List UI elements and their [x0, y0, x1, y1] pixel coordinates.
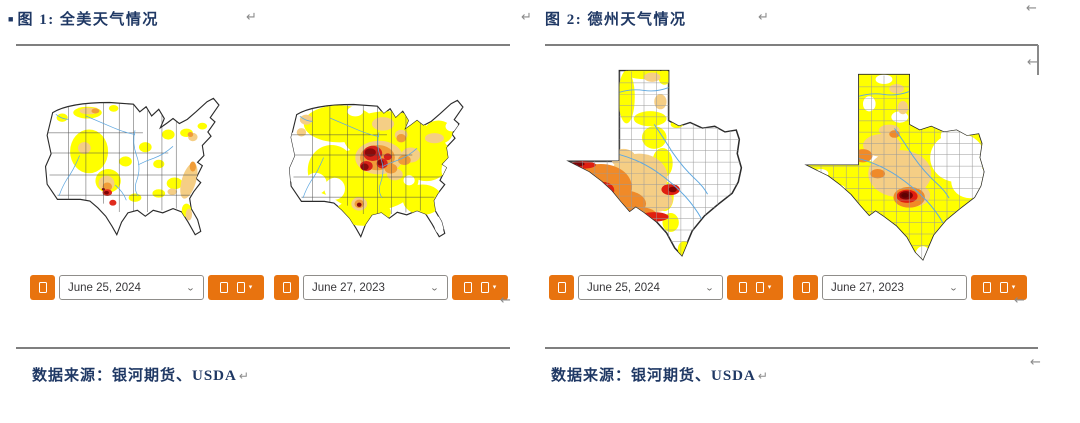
calendar-icon [557, 282, 566, 293]
figure2-title-text: 图 2: 德州天气情况 [545, 12, 687, 28]
us-drought-map-2024 [40, 84, 234, 244]
linebreak-mark: ← [1026, 1, 1037, 16]
date-value: June 25, 2024 [587, 281, 660, 294]
linebreak-mark: ← [500, 293, 511, 308]
caret-down-icon: ▾ [1011, 284, 1016, 291]
figure2-title: 图 2: 德州天气情况 [545, 8, 687, 29]
caret-down-icon: ▾ [767, 284, 772, 291]
date-value: June 27, 2023 [831, 281, 904, 294]
calendar-button[interactable] [793, 275, 818, 300]
texas-map-2023-svg [804, 73, 985, 261]
legend-icon [999, 282, 1008, 293]
figure1-source: 数据来源：银河期货、USDA ↵ [32, 364, 250, 385]
texas-drought-map-2023 [800, 68, 1010, 268]
date-control-fig2-2024: June 25, 2024 ⌄ ▾ [549, 275, 783, 300]
divider-line [16, 44, 510, 46]
map-tools-button-group[interactable]: ▾ [727, 275, 783, 300]
return-mark: ↵ [758, 10, 769, 25]
date-control-fig2-2023: June 27, 2023 ⌄ ▾ [793, 275, 1027, 300]
chevron-down-icon: ⌄ [948, 283, 958, 293]
return-mark: ↵ [757, 369, 769, 383]
return-mark: ↵ [246, 10, 257, 25]
date-control-fig1-2023: June 27, 2023 ⌄ ▾ [274, 275, 508, 300]
linebreak-mark: ← [1030, 355, 1041, 370]
legend-icon [755, 282, 764, 293]
divider-line [545, 347, 1038, 349]
layers-icon [738, 282, 747, 293]
caret-down-icon: ▾ [492, 284, 497, 291]
legend-icon [236, 282, 245, 293]
calendar-button[interactable] [30, 275, 55, 300]
date-select[interactable]: June 27, 2023 ⌄ [822, 275, 967, 300]
chevron-down-icon: ⌄ [185, 283, 195, 293]
return-mark: ↵ [238, 369, 250, 383]
layers-icon [219, 282, 228, 293]
us-map-2024-svg [44, 97, 220, 237]
figure2-source: 数据来源：银河期货、USDA ↵ [551, 364, 769, 385]
layers-icon [463, 282, 472, 293]
texas-map-2024-svg [566, 69, 743, 257]
calendar-button[interactable] [274, 275, 299, 300]
map-tools-button-group[interactable]: ▾ [208, 275, 264, 300]
calendar-button[interactable] [549, 275, 574, 300]
calendar-icon [801, 282, 810, 293]
chevron-down-icon: ⌄ [704, 283, 714, 293]
caret-down-icon: ▾ [248, 284, 253, 291]
calendar-icon [38, 282, 47, 293]
map-tools-button-group[interactable]: ▾ [452, 275, 508, 300]
date-value: June 25, 2024 [68, 281, 141, 294]
date-select[interactable]: June 25, 2024 ⌄ [578, 275, 723, 300]
date-value: June 27, 2023 [312, 281, 385, 294]
figure2-source-text: 数据来源：银河期货、USDA [551, 368, 756, 384]
return-mark: ↵ [521, 10, 532, 25]
legend-icon [480, 282, 489, 293]
linebreak-mark: ← [1014, 293, 1025, 308]
map-tools-button-group[interactable]: ▾ [971, 275, 1027, 300]
list-bullet: ■ [8, 14, 14, 24]
layers-icon [982, 282, 991, 293]
date-select[interactable]: June 25, 2024 ⌄ [59, 275, 204, 300]
us-map-2023-svg [288, 99, 464, 239]
linebreak-mark: ← [1027, 55, 1038, 70]
figure1-source-text: 数据来源：银河期货、USDA [32, 368, 237, 384]
texas-drought-map-2024 [562, 64, 767, 264]
figure1-title-text: 图 1: 全美天气情况 [17, 12, 159, 28]
us-drought-map-2023 [284, 86, 478, 246]
figure1-title: ■ 图 1: 全美天气情况 [8, 8, 159, 29]
date-select[interactable]: June 27, 2023 ⌄ [303, 275, 448, 300]
divider-line [16, 347, 510, 349]
chevron-down-icon: ⌄ [429, 283, 439, 293]
calendar-icon [282, 282, 291, 293]
border-tick [1037, 45, 1039, 75]
date-control-fig1-2024: June 25, 2024 ⌄ ▾ [30, 275, 264, 300]
divider-line [545, 44, 1038, 46]
